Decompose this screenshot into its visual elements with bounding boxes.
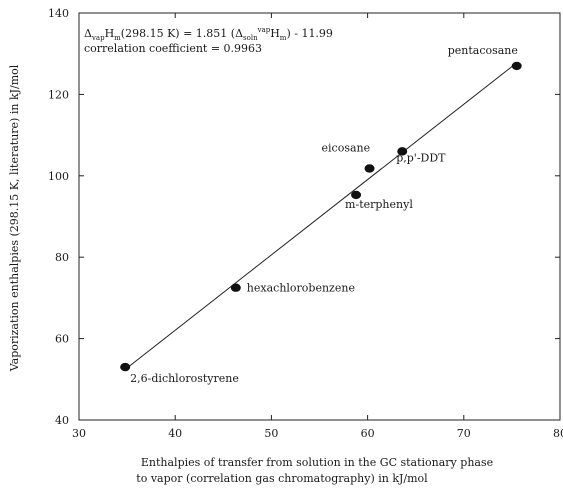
x-tick-label: 70 xyxy=(457,427,471,440)
y-tick-label: 40 xyxy=(55,414,69,427)
y-tick-label: 60 xyxy=(55,333,69,346)
data-point xyxy=(364,164,375,173)
data-point xyxy=(397,147,408,156)
data-point xyxy=(230,283,241,292)
point-label: p,p'-DDT xyxy=(396,151,446,164)
x-tick-label: 80 xyxy=(553,427,563,440)
fit-equation: ΔvapHm(298.15 K) = 1.851 (ΔsolnvapHm) - … xyxy=(84,26,333,42)
point-label: pentacosane xyxy=(448,44,518,57)
fit-line-group xyxy=(124,62,518,370)
y-tick-label: 100 xyxy=(48,170,69,183)
point-label: 2,6-dichlorostyrene xyxy=(130,372,239,385)
data-points: 2,6-dichlorostyrene hexachlorobenzene m-te… xyxy=(120,44,522,385)
data-point xyxy=(511,61,522,71)
x-tick-label: 50 xyxy=(264,427,278,440)
y-axis-label: Vaporization enthalpies (298.15 K, liter… xyxy=(8,64,21,372)
x-axis-label-line2: to vapor (correlation gas chromatography… xyxy=(136,472,428,485)
point-label: hexachlorobenzene xyxy=(247,282,355,295)
axes xyxy=(78,12,561,421)
y-tick-label: 140 xyxy=(48,7,69,20)
correlation-coefficient: correlation coefficient = 0.9963 xyxy=(84,42,262,55)
fit-line xyxy=(124,62,518,370)
x-tick-label: 60 xyxy=(361,427,375,440)
x-axis-label-line1: Enthalpies of transfer from solution in … xyxy=(141,456,493,469)
point-label: m-terphenyl xyxy=(345,198,413,211)
data-point xyxy=(351,190,362,200)
y-tick-label: 80 xyxy=(55,251,69,264)
data-point xyxy=(120,362,131,372)
plot-frame xyxy=(78,12,561,421)
y-tick-label: 120 xyxy=(48,88,69,101)
x-tick-label: 40 xyxy=(168,427,182,440)
point-label: eicosane xyxy=(322,141,371,154)
x-tick-label: 30 xyxy=(72,427,86,440)
tick-marks: 304050607080406080100120140 xyxy=(48,7,563,440)
